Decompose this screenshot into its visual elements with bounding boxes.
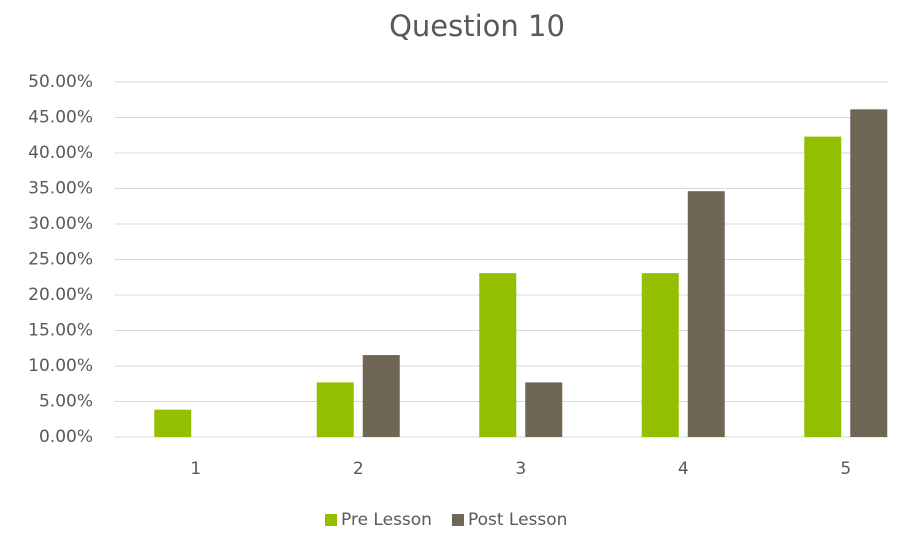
y-tick-label: 25.00%: [28, 250, 93, 270]
y-tick-label: 30.00%: [28, 214, 93, 234]
chart-title: Question 10: [389, 9, 565, 43]
bar: [687, 191, 725, 437]
y-tick-label: 20.00%: [28, 285, 93, 305]
x-tick-label: 2: [353, 459, 364, 479]
y-tick-label: 35.00%: [28, 179, 93, 199]
bar: [850, 109, 888, 438]
bar: [362, 355, 400, 437]
y-tick-label: 0.00%: [39, 427, 93, 447]
x-tick-label: 1: [190, 459, 201, 479]
bar: [525, 382, 563, 437]
legend-label: Post Lesson: [468, 510, 568, 530]
bar: [154, 409, 192, 437]
x-tick-label: 4: [678, 459, 689, 479]
bar: [641, 273, 679, 437]
y-tick-label: 5.00%: [39, 392, 93, 412]
y-tick-label: 45.00%: [28, 108, 93, 128]
x-tick-label: 5: [840, 459, 851, 479]
y-tick-label: 15.00%: [28, 321, 93, 341]
bar: [804, 136, 842, 437]
x-tick-label: 3: [515, 459, 526, 479]
y-tick-label: 50.00%: [28, 72, 93, 92]
legend-swatch: [451, 514, 464, 526]
bar: [316, 382, 354, 437]
y-tick-label: 10.00%: [28, 356, 93, 376]
legend-swatch: [325, 514, 337, 526]
legend-label: Pre Lesson: [341, 510, 432, 530]
bar: [479, 273, 517, 437]
y-tick-label: 40.00%: [28, 143, 93, 163]
